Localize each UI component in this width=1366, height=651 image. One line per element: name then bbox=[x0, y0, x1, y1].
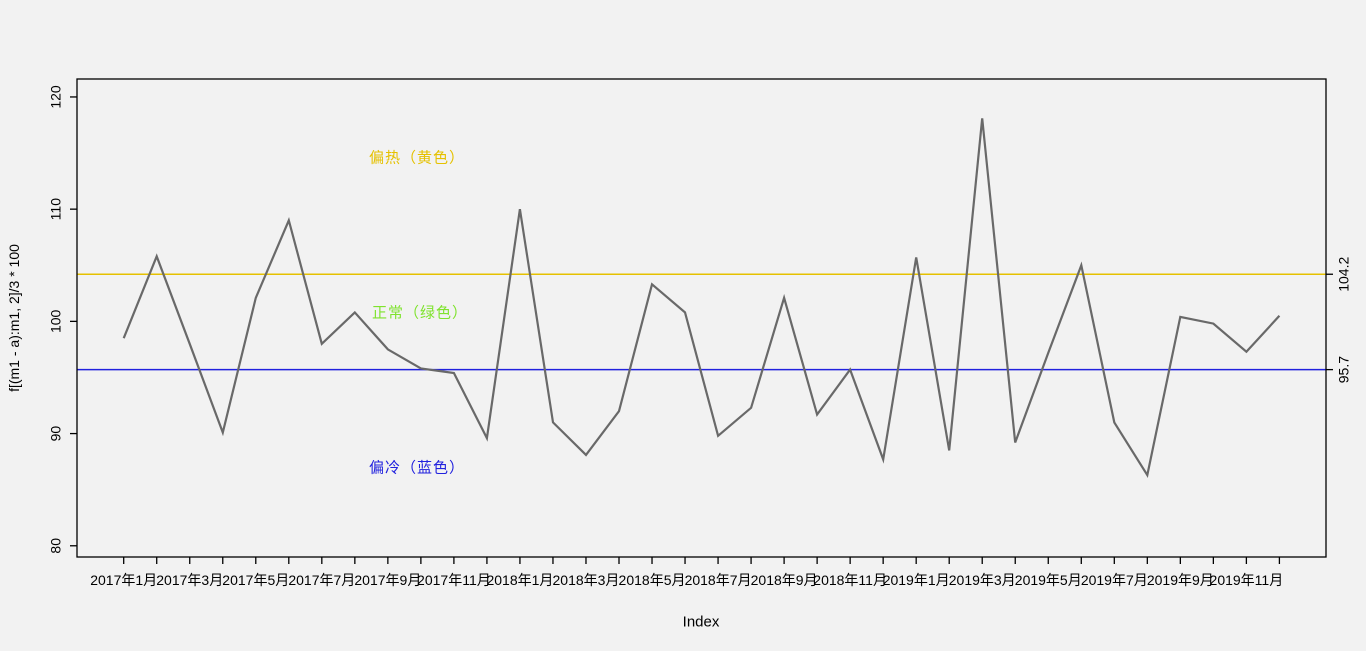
y-tick-label: 100 bbox=[48, 309, 64, 333]
hot-threshold-value-label: 104.2 bbox=[1336, 257, 1352, 292]
cold-zone-annotation: 偏冷（蓝色） bbox=[368, 459, 466, 477]
x-tick-label: 2018年5月 bbox=[619, 572, 686, 588]
x-tick-label: 2017年5月 bbox=[222, 572, 289, 588]
x-tick-label: 2017年9月 bbox=[354, 572, 421, 588]
x-axis-title: Index bbox=[682, 613, 720, 631]
x-tick-label: 2018年11月 bbox=[813, 572, 887, 588]
x-tick-label: 2017年7月 bbox=[288, 572, 355, 588]
x-tick-label: 2019年3月 bbox=[949, 572, 1016, 588]
x-tick-label: 2018年7月 bbox=[685, 572, 752, 588]
x-tick-label: 2017年1月 bbox=[90, 572, 157, 588]
series-line bbox=[122, 118, 1281, 479]
x-tick-label: 2018年9月 bbox=[751, 572, 818, 588]
x-tick-label: 2019年5月 bbox=[1015, 572, 1082, 588]
hot-zone-annotation: 偏热（黄色） bbox=[368, 149, 466, 167]
x-tick-label: 2019年9月 bbox=[1147, 572, 1214, 588]
x-tick-label: 2019年7月 bbox=[1081, 572, 1148, 588]
x-tick-label: 2019年11月 bbox=[1210, 572, 1284, 588]
y-tick-label: 110 bbox=[48, 198, 64, 221]
x-tick-label: 2019年1月 bbox=[883, 572, 950, 588]
x-tick-label: 2017年3月 bbox=[156, 572, 223, 588]
x-tick-label: 2018年1月 bbox=[486, 572, 553, 588]
plot-box bbox=[76, 78, 1327, 558]
x-tick-label: 2018年3月 bbox=[553, 572, 620, 588]
cold-threshold-value-label: 95.7 bbox=[1336, 356, 1352, 383]
normal-zone-annotation: 正常（绿色） bbox=[371, 304, 469, 322]
x-tick-label: 2017年11月 bbox=[417, 572, 491, 588]
y-tick-label: 80 bbox=[48, 538, 64, 554]
y-axis-title: f[(m1 - a):m1, 2]/3 * 100 bbox=[6, 244, 22, 392]
y-tick-label: 90 bbox=[48, 426, 64, 442]
y-tick-label: 120 bbox=[48, 85, 64, 109]
